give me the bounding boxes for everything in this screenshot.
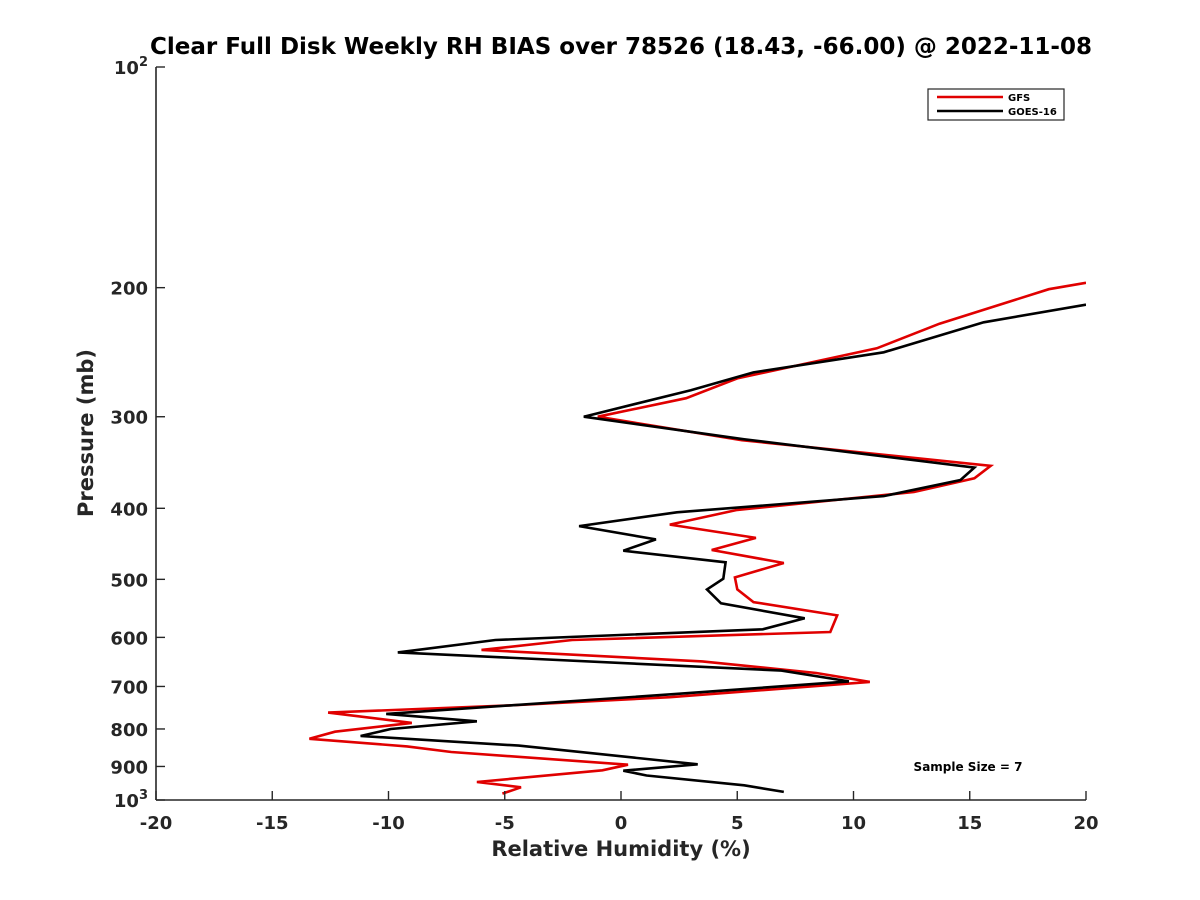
x-ticks: -20 -15 -10 -5 0 5 10 15 20	[140, 791, 1099, 834]
sample-size-annotation: Sample Size = 7	[914, 760, 1023, 774]
legend: GFS GOES-16	[927, 88, 1065, 121]
x-tick-label: 5	[731, 813, 744, 834]
y-tick-label: 200	[110, 279, 148, 300]
x-tick-label: -15	[256, 813, 289, 834]
series-line-goes16	[360, 303, 1086, 794]
x-tick-label: -5	[495, 813, 515, 834]
plot-lines	[309, 281, 1086, 795]
y-tick-label: 102	[114, 55, 148, 79]
y-axis-label: Pressure (mb)	[74, 349, 98, 517]
x-tick-label: 20	[1073, 813, 1098, 834]
y-tick-label: 300	[110, 408, 148, 429]
legend-label-gfs: GFS	[1008, 93, 1030, 104]
y-tick-label: 900	[110, 757, 148, 778]
x-tick-label: -20	[140, 813, 173, 834]
x-tick-label: -10	[372, 813, 405, 834]
legend-box	[927, 88, 1065, 121]
y-tick-label: 800	[110, 720, 148, 741]
chart-title: Clear Full Disk Weekly RH BIAS over 7852…	[150, 34, 1092, 60]
x-tick-label: 10	[841, 813, 866, 834]
y-tick-label: 400	[110, 499, 148, 520]
x-axis-label: Relative Humidity (%)	[491, 837, 750, 861]
y-tick-label: 600	[110, 628, 148, 649]
y-ticks: 102 200 300 400 500 600 700 800 900 103	[110, 55, 165, 812]
legend-label-goes16: GOES-16	[1008, 107, 1057, 118]
x-tick-label: 15	[957, 813, 982, 834]
y-tick-label: 103	[114, 788, 148, 812]
y-tick-label: 700	[110, 677, 148, 698]
axes	[155, 67, 1086, 801]
x-tick-label: 0	[615, 813, 628, 834]
y-tick-label: 500	[110, 570, 148, 591]
